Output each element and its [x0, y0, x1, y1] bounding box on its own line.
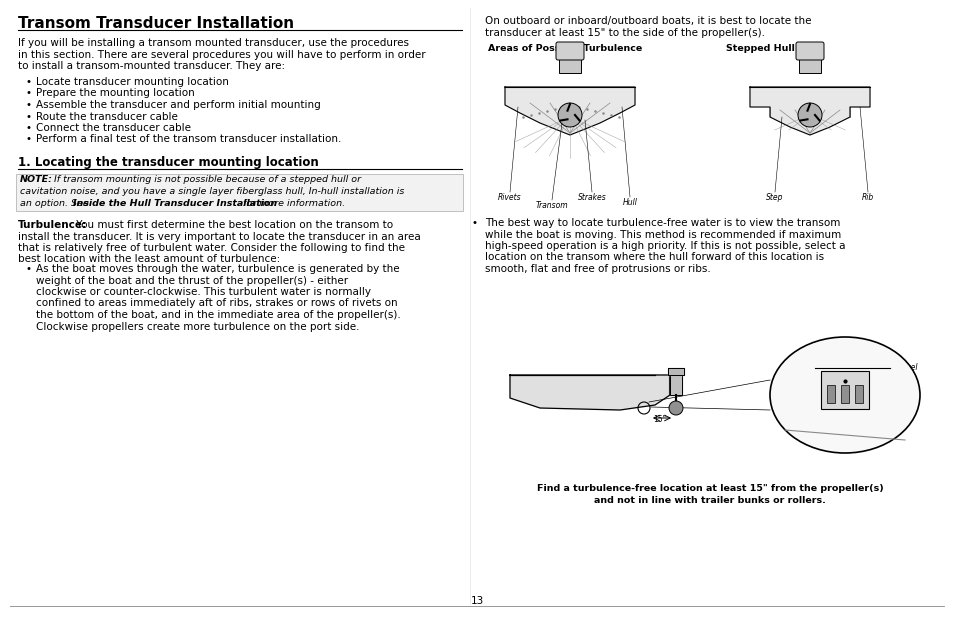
- FancyBboxPatch shape: [16, 174, 462, 211]
- Text: in this section. There are several procedures you will have to perform in order: in this section. There are several proce…: [18, 49, 425, 59]
- Polygon shape: [504, 87, 635, 135]
- Text: If you will be installing a transom mounted transducer, use the procedures: If you will be installing a transom moun…: [18, 38, 409, 48]
- Text: Hull: Hull: [622, 198, 637, 207]
- Text: As the boat moves through the water, turbulence is generated by the: As the boat moves through the water, tur…: [36, 264, 399, 274]
- Text: 13: 13: [470, 596, 483, 606]
- Text: clockwise or counter-clockwise. This turbulent water is normally: clockwise or counter-clockwise. This tur…: [36, 287, 371, 297]
- FancyBboxPatch shape: [795, 42, 823, 60]
- FancyBboxPatch shape: [854, 385, 862, 403]
- FancyBboxPatch shape: [826, 385, 834, 403]
- Text: that is relatively free of turbulent water. Consider the following to find the: that is relatively free of turbulent wat…: [18, 243, 405, 253]
- Text: confined to areas immediately aft of ribs, strakes or rows of rivets on: confined to areas immediately aft of rib…: [36, 298, 397, 308]
- Text: Rib: Rib: [861, 193, 873, 202]
- FancyBboxPatch shape: [821, 371, 868, 409]
- Text: •: •: [26, 77, 32, 87]
- Text: Clockwise propellers create more turbulence on the port side.: Clockwise propellers create more turbule…: [36, 321, 359, 331]
- Text: for more information.: for more information.: [240, 199, 345, 208]
- Text: •: •: [26, 111, 32, 122]
- Text: Transom Transducer Installation: Transom Transducer Installation: [18, 16, 294, 31]
- Text: Areas of Possible Turbulence: Areas of Possible Turbulence: [488, 44, 641, 53]
- Circle shape: [558, 103, 581, 127]
- Text: and not in line with trailer bunks or rollers.: and not in line with trailer bunks or ro…: [594, 496, 825, 505]
- Text: 15": 15": [653, 415, 666, 424]
- Text: best location with the least amount of turbulence:: best location with the least amount of t…: [18, 255, 280, 265]
- Polygon shape: [510, 375, 669, 410]
- Circle shape: [668, 401, 682, 415]
- Text: while the boat is moving. This method is recommended if maximum: while the boat is moving. This method is…: [484, 229, 841, 240]
- Text: •: •: [26, 264, 32, 274]
- Polygon shape: [669, 375, 681, 395]
- Text: weight of the boat and the thrust of the propeller(s) - either: weight of the boat and the thrust of the…: [36, 276, 348, 286]
- Text: Prepare the mounting location: Prepare the mounting location: [36, 88, 194, 98]
- Text: Step: Step: [765, 193, 783, 202]
- Text: Route the transducer cable: Route the transducer cable: [36, 111, 177, 122]
- Text: Perform a final test of the transom transducer installation.: Perform a final test of the transom tran…: [36, 135, 341, 145]
- Text: an option. See: an option. See: [20, 199, 91, 208]
- Circle shape: [797, 103, 821, 127]
- Text: location on the transom where the hull forward of this location is: location on the transom where the hull f…: [484, 253, 823, 263]
- FancyBboxPatch shape: [556, 42, 583, 60]
- Text: Transom: Transom: [536, 201, 568, 210]
- Text: smooth, flat and free of protrusions or ribs.: smooth, flat and free of protrusions or …: [484, 264, 710, 274]
- Text: the bottom of the boat, and in the immediate area of the propeller(s).: the bottom of the boat, and in the immed…: [36, 310, 400, 320]
- Text: install the transducer. It is very important to locate the transducer in an area: install the transducer. It is very impor…: [18, 232, 420, 242]
- Polygon shape: [749, 87, 869, 135]
- Text: - Level: - Level: [891, 363, 917, 373]
- Text: The best way to locate turbulence-free water is to view the transom: The best way to locate turbulence-free w…: [484, 218, 840, 228]
- Ellipse shape: [769, 337, 919, 453]
- Text: transducer at least 15" to the side of the propeller(s).: transducer at least 15" to the side of t…: [484, 27, 764, 38]
- Text: Rivets: Rivets: [497, 193, 521, 202]
- Text: If transom mounting is not possible because of a stepped hull or: If transom mounting is not possible beca…: [51, 175, 360, 184]
- Text: Stepped Hull: Stepped Hull: [725, 44, 794, 53]
- Text: •: •: [26, 100, 32, 110]
- Text: Find a turbulence-free location at least 15" from the propeller(s): Find a turbulence-free location at least…: [536, 484, 882, 493]
- Text: •: •: [26, 88, 32, 98]
- Text: You must first determine the best location on the transom to: You must first determine the best locati…: [73, 220, 393, 230]
- Text: NOTE:: NOTE:: [20, 175, 52, 184]
- Text: Assemble the transducer and perform initial mounting: Assemble the transducer and perform init…: [36, 100, 320, 110]
- Text: Locate transducer mounting location: Locate transducer mounting location: [36, 77, 229, 87]
- Text: 1. Locating the transducer mounting location: 1. Locating the transducer mounting loca…: [18, 156, 318, 169]
- Text: •: •: [26, 123, 32, 133]
- Text: •: •: [26, 135, 32, 145]
- FancyBboxPatch shape: [558, 56, 580, 73]
- Text: Connect the transducer cable: Connect the transducer cable: [36, 123, 191, 133]
- Text: On outboard or inboard/outboard boats, it is best to locate the: On outboard or inboard/outboard boats, i…: [484, 16, 811, 26]
- FancyBboxPatch shape: [841, 385, 848, 403]
- Text: Strakes: Strakes: [577, 193, 606, 202]
- Text: cavitation noise, and you have a single layer fiberglass hull, In-hull installat: cavitation noise, and you have a single …: [20, 187, 404, 196]
- Polygon shape: [667, 368, 683, 375]
- Text: high-speed operation is a high priority. If this is not possible, select a: high-speed operation is a high priority.…: [484, 241, 844, 251]
- Text: Inside the Hull Transducer Installation: Inside the Hull Transducer Installation: [73, 199, 276, 208]
- FancyBboxPatch shape: [799, 56, 821, 73]
- Text: •: •: [472, 218, 477, 228]
- Text: to install a transom-mounted transducer. They are:: to install a transom-mounted transducer.…: [18, 61, 285, 71]
- Text: Turbulence:: Turbulence:: [18, 220, 87, 230]
